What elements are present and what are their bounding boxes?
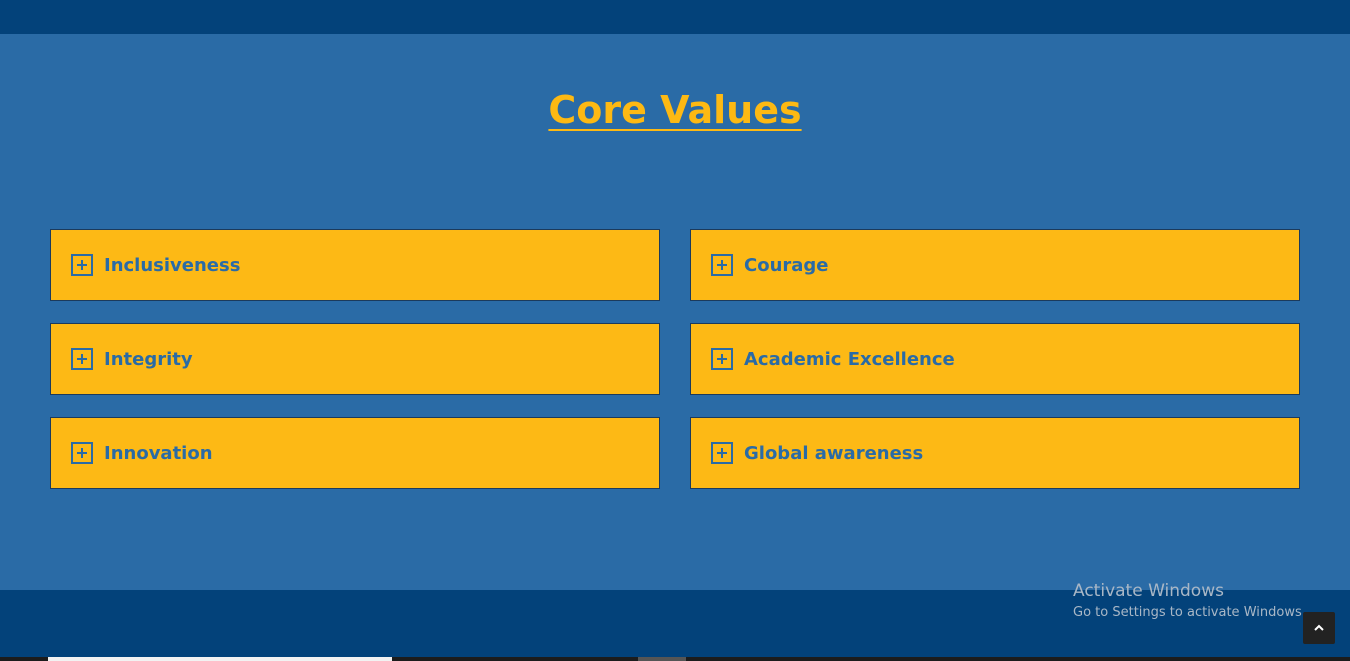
accordion-item-academic-excellence[interactable]: Academic Excellence [690, 323, 1300, 395]
windows-activation-watermark: Activate Windows Go to Settings to activ… [1073, 580, 1306, 624]
chevron-up-icon [1314, 624, 1324, 631]
accordion-label: Innovation [104, 442, 213, 464]
accordion-item-global-awareness[interactable]: Global awareness [690, 417, 1300, 489]
accordion-label: Inclusiveness [104, 254, 241, 276]
scroll-to-top-button[interactable] [1303, 612, 1335, 644]
section-title: Core Values [548, 88, 802, 132]
plus-square-icon [711, 442, 733, 464]
taskbar-app[interactable] [638, 657, 686, 661]
watermark-title: Activate Windows [1073, 581, 1224, 601]
accordion-item-inclusiveness[interactable]: Inclusiveness [50, 229, 660, 301]
taskbar [0, 657, 1350, 661]
accordion-label: Academic Excellence [744, 348, 955, 370]
footer-bar [0, 590, 1350, 657]
taskbar-search[interactable] [48, 657, 392, 661]
top-bar [0, 0, 1350, 34]
plus-square-icon [711, 348, 733, 370]
accordion-item-integrity[interactable]: Integrity [50, 323, 660, 395]
accordion-label: Integrity [104, 348, 193, 370]
watermark-subtitle: Go to Settings to activate Windows. [1073, 605, 1306, 620]
core-values-section [0, 34, 1350, 590]
accordion-label: Courage [744, 254, 829, 276]
plus-square-icon [71, 254, 93, 276]
plus-square-icon [71, 348, 93, 370]
accordion-item-innovation[interactable]: Innovation [50, 417, 660, 489]
plus-square-icon [71, 442, 93, 464]
accordion-item-courage[interactable]: Courage [690, 229, 1300, 301]
accordion-label: Global awareness [744, 442, 924, 464]
plus-square-icon [711, 254, 733, 276]
